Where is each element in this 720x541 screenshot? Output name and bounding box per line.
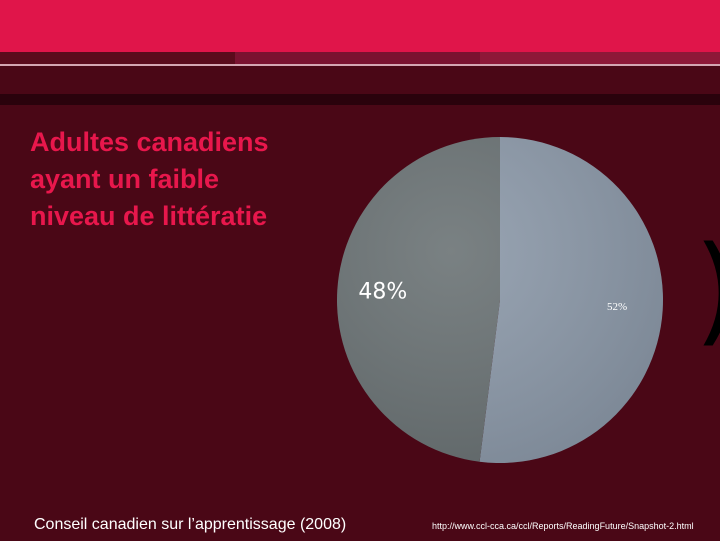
pie-shading <box>337 137 663 463</box>
title-line: Adultes canadiens <box>30 127 269 157</box>
decorative-parenthesis: ) <box>694 230 720 348</box>
header-divider-line <box>0 64 720 66</box>
pie-slice-label: 48% <box>358 280 407 305</box>
header-dark-band <box>0 94 720 105</box>
source-url[interactable]: http://www.ccl-cca.ca/ccl/Reports/Readin… <box>432 521 694 531</box>
top-accent-band <box>0 0 720 52</box>
title-line: niveau de littératie <box>30 201 268 231</box>
source-citation: Conseil canadien sur l’apprentissage (20… <box>34 516 347 533</box>
literacy-pie-chart: 52% 48% <box>337 137 664 463</box>
header-stripe-segment <box>480 52 720 64</box>
header-stripe-segment <box>235 52 480 64</box>
pie-slice-label: 52% <box>607 301 627 313</box>
header-stripe-segment <box>0 52 235 64</box>
slide-title: Adultes canadiens ayant un faible niveau… <box>30 124 350 235</box>
title-line: ayant un faible <box>30 164 220 194</box>
